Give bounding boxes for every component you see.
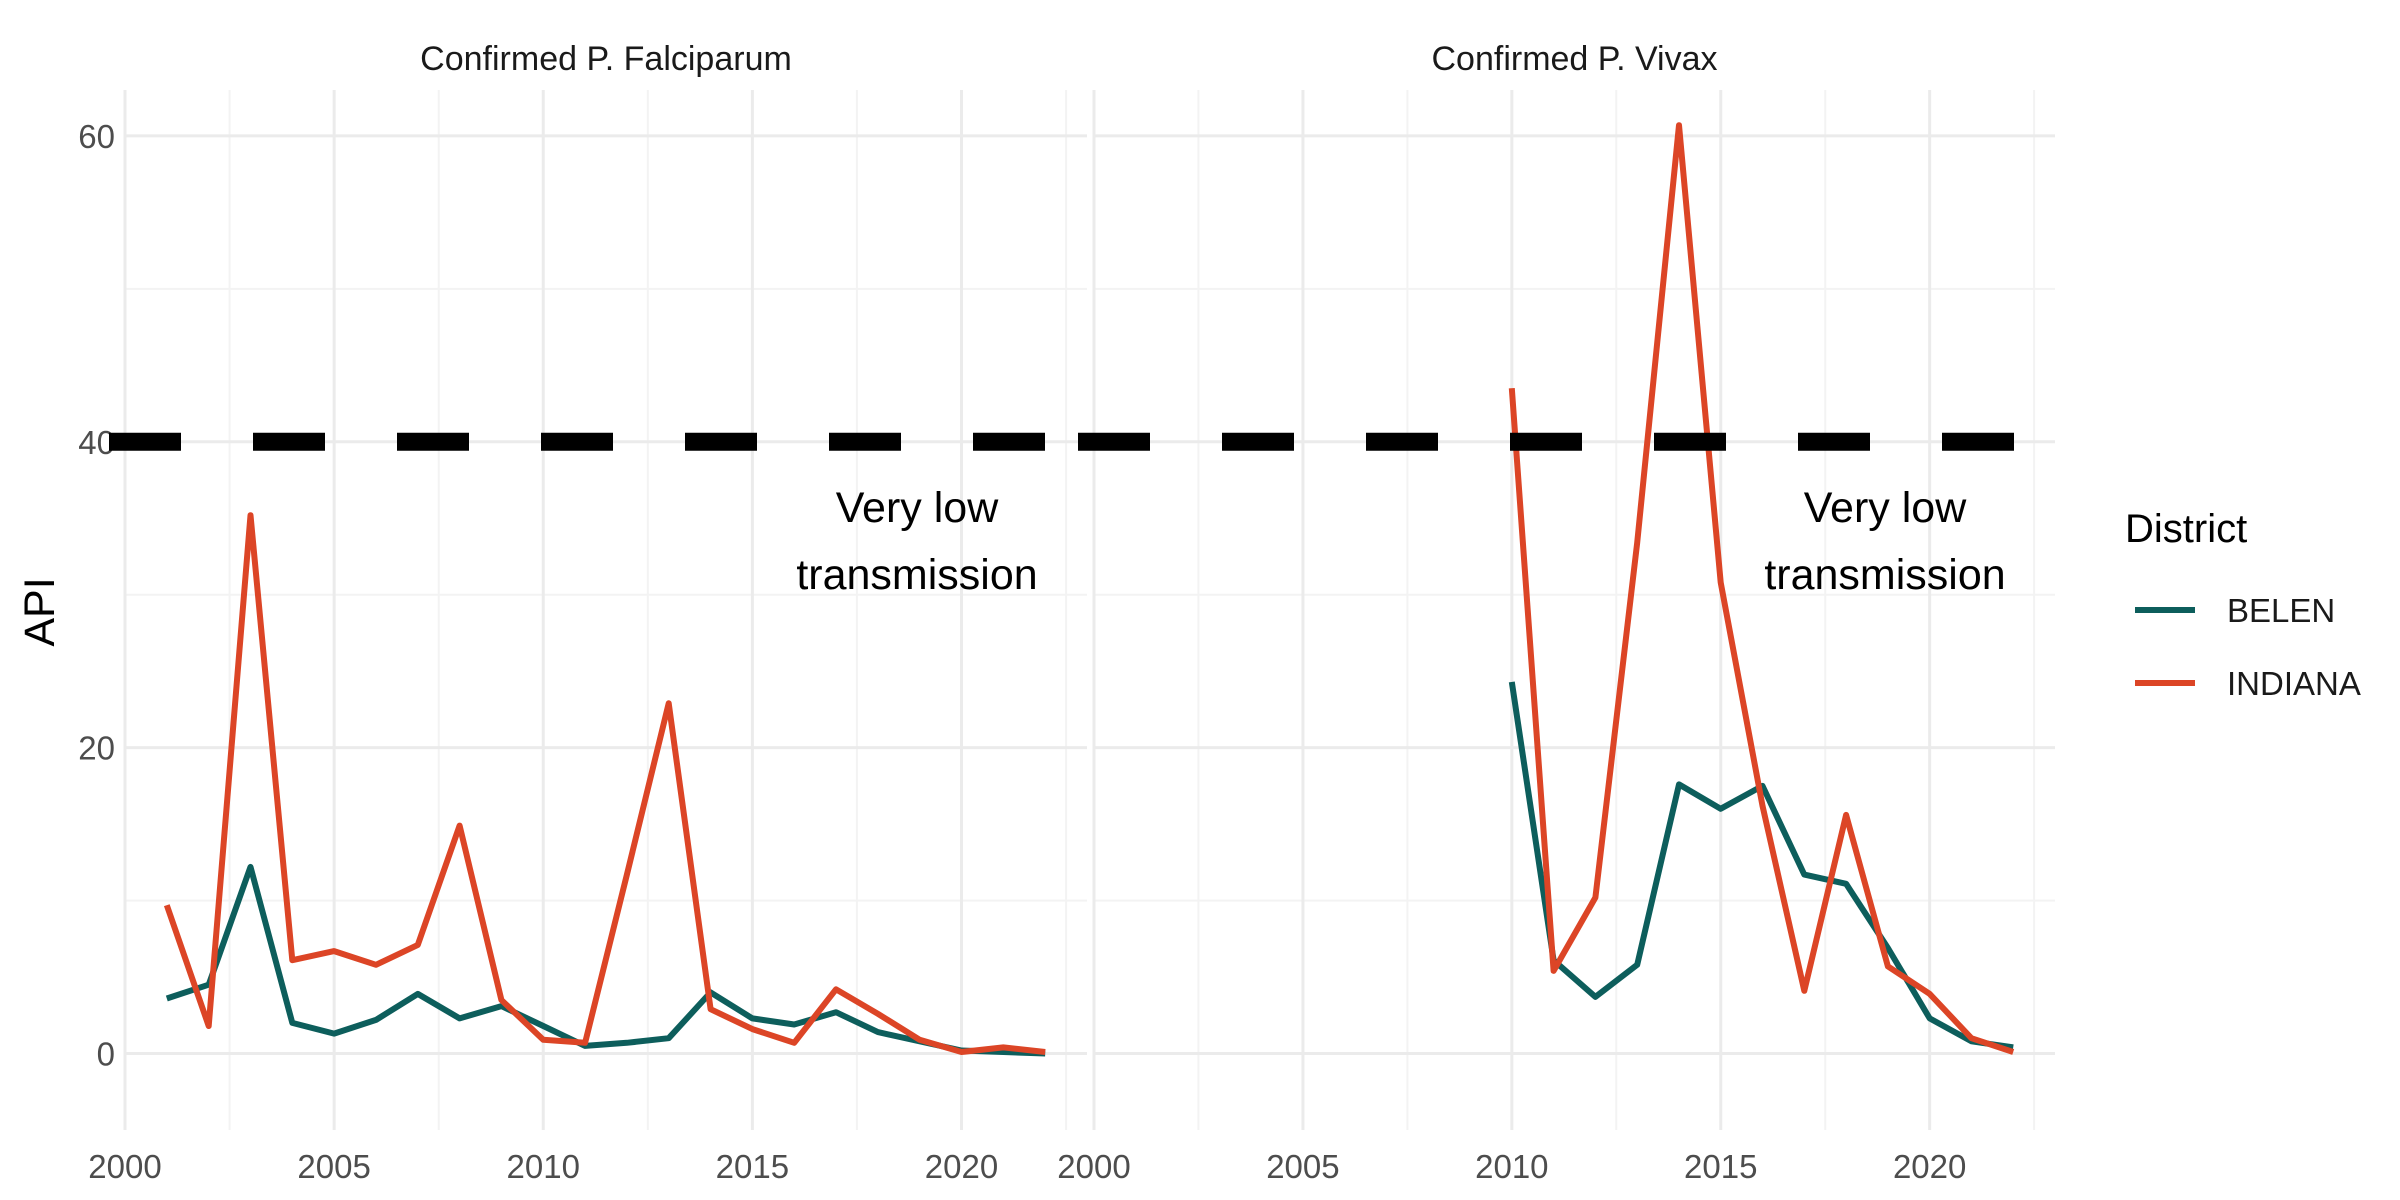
x-tick-label: 2015 <box>716 1148 789 1185</box>
y-tick-label: 40 <box>78 424 115 461</box>
panel-title: Confirmed P. Vivax <box>1432 40 1718 78</box>
panel-title: Confirmed P. Falciparum <box>420 40 792 78</box>
annotation-text: Very low <box>836 484 999 532</box>
panel-confirmed-p-vivax: Confirmed P. Vivax 2000 2005 2010 2015 2020 Ve… <box>1057 40 2055 1185</box>
x-tick-label: 2000 <box>1057 1148 1130 1185</box>
x-tick-label: 2010 <box>1475 1148 1548 1185</box>
series-line-belen <box>165 863 1046 1057</box>
annotation-text: Very low <box>1804 484 1967 532</box>
legend-title: District <box>2125 507 2247 551</box>
y-tick-label: 60 <box>78 118 115 155</box>
series-line-indiana <box>163 512 1046 1055</box>
x-tick-label: 2010 <box>507 1148 580 1185</box>
annotation-text: transmission <box>1764 551 2005 599</box>
y-axis-title: API <box>16 577 64 646</box>
annotation-text: transmission <box>796 551 1037 599</box>
x-tick-label: 2005 <box>297 1148 370 1185</box>
legend: District BELEN INDIANA <box>2125 507 2361 702</box>
x-tick-label: 2015 <box>1684 1148 1757 1185</box>
panel-confirmed-p-falciparum: Confirmed P. Falciparum 0 20 40 60 2000 2005 20… <box>78 40 1087 1185</box>
series-line-indiana <box>1508 122 2015 1055</box>
series-line-belen <box>1508 681 2014 1051</box>
x-tick-label: 2020 <box>925 1148 998 1185</box>
x-tick-label: 2005 <box>1266 1148 1339 1185</box>
x-tick-label: 2000 <box>88 1148 161 1185</box>
legend-label-indiana: INDIANA <box>2227 665 2361 702</box>
legend-label-belen: BELEN <box>2227 592 2335 629</box>
y-tick-label: 20 <box>78 730 115 767</box>
x-tick-label: 2020 <box>1893 1148 1966 1185</box>
y-tick-label: 0 <box>97 1036 115 1073</box>
